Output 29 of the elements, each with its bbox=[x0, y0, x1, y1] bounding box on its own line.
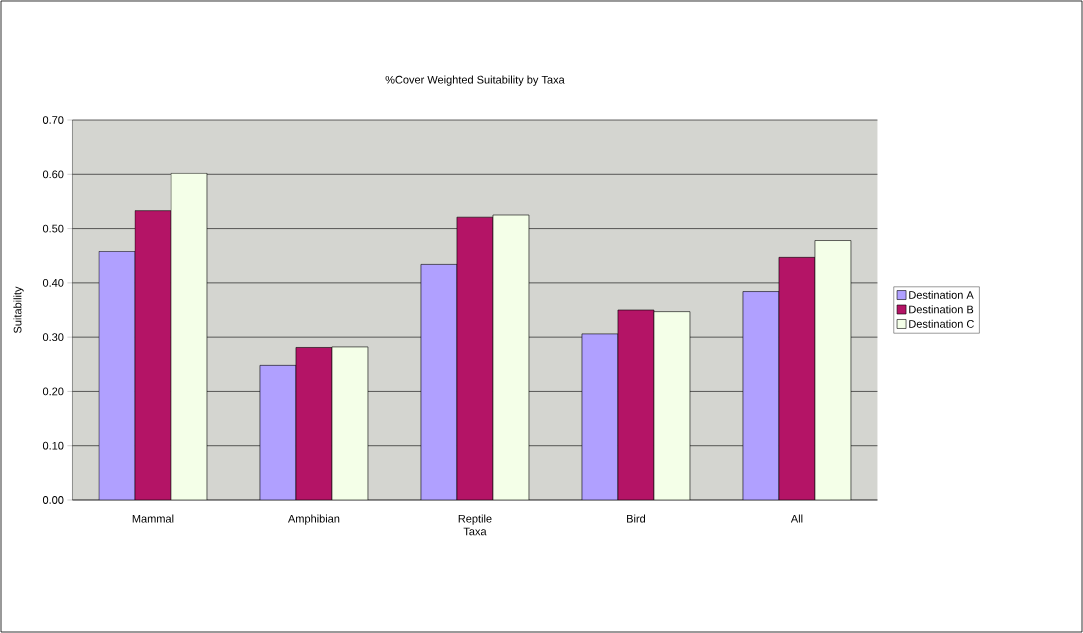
bar bbox=[617, 309, 655, 500]
x-tick-label: Mammal bbox=[132, 514, 174, 523]
bar bbox=[331, 346, 369, 500]
y-tick-label: 0.60 bbox=[42, 170, 64, 179]
bar bbox=[295, 347, 333, 500]
y-tick-label: 0.70 bbox=[42, 116, 64, 124]
x-tick-label: Amphibian bbox=[287, 514, 340, 525]
x-tick-label: Reptile bbox=[458, 514, 492, 525]
y-tick-label: 0.50 bbox=[42, 224, 64, 233]
chart-title: %Cover Weighted Suitability by Taxa bbox=[385, 75, 565, 86]
bar bbox=[814, 240, 852, 500]
legend-label: Destination A bbox=[909, 290, 974, 299]
x-tick-label: Bird bbox=[627, 514, 646, 523]
y-tick-label: 0.10 bbox=[42, 441, 64, 450]
x-tick-label: All bbox=[790, 514, 803, 523]
y-tick-label: 0.20 bbox=[42, 387, 64, 396]
legend-label: Destination B bbox=[909, 305, 974, 314]
y-tick-label: 0.00 bbox=[42, 496, 64, 504]
legend-label: Destination C bbox=[909, 319, 974, 328]
y-tick-label: 0.40 bbox=[42, 278, 64, 287]
bar bbox=[653, 311, 691, 500]
x-axis-title: Taxa bbox=[463, 527, 487, 536]
bar bbox=[456, 216, 494, 500]
bar bbox=[170, 172, 208, 500]
y-tick-label: 0.30 bbox=[42, 333, 64, 342]
bar bbox=[134, 210, 172, 500]
bar bbox=[778, 257, 816, 500]
y-axis-title: Suitability bbox=[13, 286, 24, 334]
bar bbox=[492, 214, 530, 500]
